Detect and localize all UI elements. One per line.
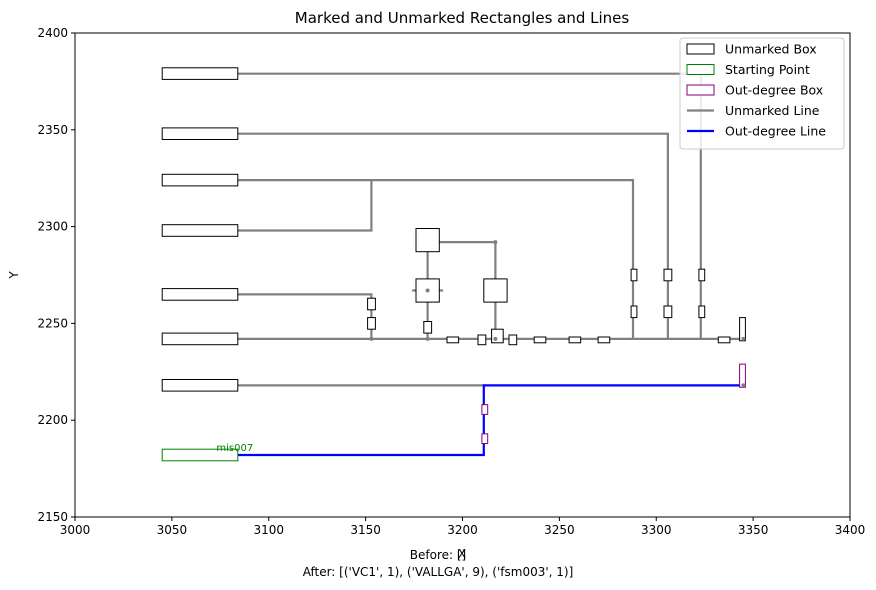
legend-label-2: Out-degree Box [725,83,823,98]
outdegree-box-29 [739,363,746,388]
outdegree-box-31 [481,433,489,444]
annotation-label-0: mis007 [216,443,253,454]
outdegree-line-11 [237,384,744,457]
unmarked-box-0 [161,67,239,80]
unmarked-box-28 [739,317,746,342]
unmarked-box-24 [663,305,673,319]
unmarked-box-13 [423,321,433,334]
x-tick-label-5: 3250 [544,523,575,537]
unmarked-box-6 [161,379,239,392]
unmarked-box-16 [491,328,504,344]
unmarked-box-11 [367,297,376,311]
x-tick-label-2: 3100 [253,523,284,537]
unmarked-box-18 [533,336,547,344]
chart-title: Marked and Unmarked Rectangles and Lines [295,9,630,27]
unmarked-box-26 [698,305,706,319]
unmarked-line-3 [237,180,373,232]
x-tick-label-1: 3050 [157,523,188,537]
unmarked-box-27 [717,336,731,344]
y-tick-label-2: 2250 [37,316,68,330]
x-tick-label-8: 3400 [835,523,866,537]
legend-swatch-0 [686,43,715,55]
junction-point-5 [741,336,746,341]
unmarked-box-20 [597,336,611,344]
x-tick-label-3: 3150 [350,523,381,537]
x-tick-label-7: 3350 [738,523,769,537]
junction-point-6 [741,383,746,388]
unmarked-box-10 [483,278,508,303]
x-tick-label-0: 3000 [60,523,91,537]
unmarked-line-1 [237,132,670,339]
unmarked-box-2 [161,173,239,187]
starting-point-box [161,448,239,462]
unmarked-box-25 [698,268,706,282]
y-tick-label-1: 2200 [37,413,68,427]
junction-point-4 [493,336,498,341]
x-axis-label: X [458,547,466,561]
unmarked-box-4 [161,288,239,301]
plot-area: mis007 3000 3050 3100 3150 3200 3250 3300 3350 34… [37,26,865,537]
unmarked-box-12 [367,317,376,330]
unmarked-box-8 [415,228,440,253]
unmarked-box-22 [630,305,638,319]
x-tick-label-6: 3300 [641,523,672,537]
x-tick-label-4: 3200 [447,523,478,537]
unmarked-box-17 [508,334,518,346]
unmarked-box-19 [568,336,582,344]
unmarked-line-2 [237,179,635,339]
outdegree-box-30 [481,404,489,415]
caption-after: After: [('VC1', 1), ('VALLGA', 9), ('fsm… [302,565,574,579]
y-tick-label-5: 2400 [37,26,68,40]
unmarked-line-4 [237,293,373,339]
unmarked-box-5 [161,332,239,346]
y-tick-label-4: 2350 [37,123,68,137]
unmarked-line-8 [439,241,497,279]
legend-swatch-2 [686,84,715,96]
unmarked-box-14 [446,336,460,344]
unmarked-box-3 [161,224,239,237]
unmarked-box-1 [161,127,239,141]
unmarked-box-15 [477,334,487,346]
legend-label-1: Starting Point [725,62,810,77]
unmarked-line-0 [237,72,702,339]
y-axis-label: Y [7,271,21,280]
legend-label-3: Unmarked Line [725,103,820,118]
y-tick-label-0: 2150 [37,510,68,524]
legend-label-4: Out-degree Line [725,124,826,139]
y-tick-label-3: 2300 [37,220,68,234]
unmarked-box-23 [663,268,673,282]
junction-point-3 [369,336,374,341]
legend-label-0: Unmarked Box [725,42,817,57]
legend-swatch-1 [686,64,715,75]
legend-box [679,37,845,150]
junction-point-2 [425,336,430,341]
junction-point-0 [493,240,498,245]
unmarked-box-21 [630,268,638,282]
caption-before: Before: [] [409,548,467,562]
junction-point-1 [425,288,430,293]
